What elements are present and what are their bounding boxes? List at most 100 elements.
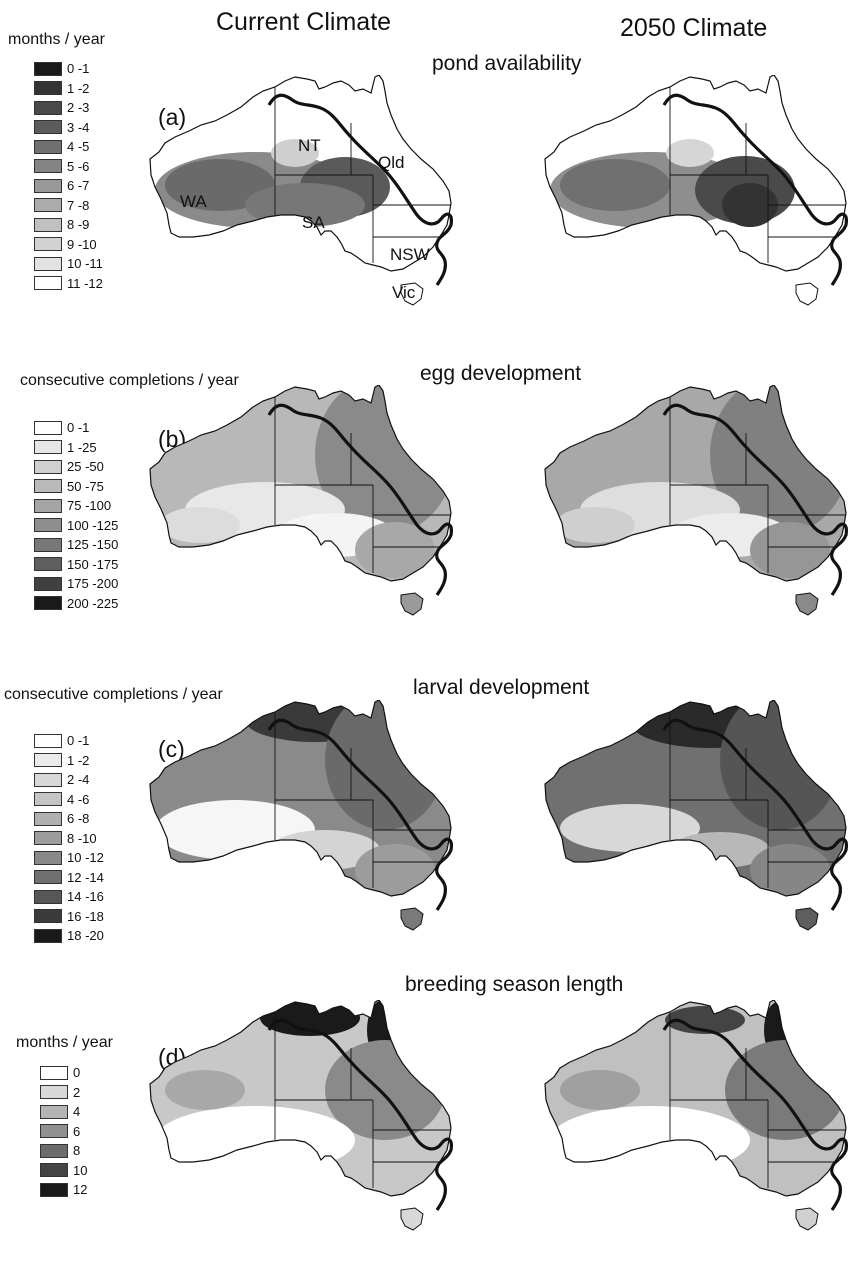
legend-label: 10 -11: [67, 256, 103, 272]
legend-swatch: [34, 889, 62, 904]
legend-c: 0 -1 1 -2 2 -4 4 -6 6 -8 8 -10 10 -12 12 -14 14 …: [34, 731, 104, 946]
legend-row: 10: [40, 1161, 87, 1181]
legend-row: 2 -3: [34, 98, 103, 118]
legend-swatch: [34, 811, 62, 826]
map-a-current: [149, 75, 453, 306]
region-label-nsw: NSW: [390, 245, 430, 264]
legend-label: 5 -6: [67, 158, 90, 174]
legend-label: 9 -10: [67, 236, 97, 252]
legend-label: 4 -5: [67, 139, 90, 155]
legend-row: 125 -150: [34, 535, 118, 555]
legend-swatch: [34, 198, 62, 213]
legend-swatch: [34, 81, 62, 96]
region-label-vic: Vic: [392, 283, 416, 302]
legend-label: 0 -1: [67, 733, 90, 749]
legend-row: 6 -8: [34, 809, 104, 829]
panel-title-c: larval development: [413, 676, 590, 699]
map-b-future: [544, 385, 848, 616]
legend-row: 0 -1: [34, 59, 103, 79]
legend-swatch: [34, 792, 62, 807]
legend-row: 1 -2: [34, 79, 103, 99]
legend-swatch: [34, 420, 62, 435]
legend-label: 200 -225: [67, 595, 119, 611]
legend-row: 200 -225: [34, 594, 118, 614]
legend-label: 7 -8: [67, 197, 90, 213]
legend-label: 0 -1: [67, 61, 90, 77]
legend-label: 1 -25: [67, 439, 97, 455]
legend-swatch: [34, 139, 62, 154]
panel-title-b: egg development: [420, 362, 582, 385]
legend-label: 3 -4: [67, 119, 90, 135]
legend-row: 9 -10: [34, 235, 103, 255]
legend-row: 6 -7: [34, 176, 103, 196]
legend-label: 1 -2: [67, 80, 90, 96]
legend-row: 25 -50: [34, 457, 118, 477]
legend-row: 175 -200: [34, 574, 118, 594]
region-label-wa: WA: [180, 192, 207, 211]
legend-row: 8: [40, 1141, 87, 1161]
legend-row: 0: [40, 1063, 87, 1083]
legend-row: 4 -6: [34, 790, 104, 810]
map-c-future: [544, 700, 848, 931]
legend-title-d: months / year: [16, 1034, 113, 1051]
legend-label: 100 -125: [67, 517, 119, 533]
legend-label: 14 -16: [67, 889, 104, 905]
legend-label: 125 -150: [67, 537, 119, 553]
legend-row: 1 -2: [34, 751, 104, 771]
legend-row: 3 -4: [34, 118, 103, 138]
legend-label: 4 -6: [67, 791, 90, 807]
legend-a: 0 -1 1 -2 2 -3 3 -4 4 -5 5 -6 6 -7 7 -8 8 -9 9 -1…: [34, 59, 103, 293]
legend-label: 175 -200: [67, 576, 119, 592]
legend-swatch: [34, 518, 62, 533]
panel-label-a: (a): [158, 104, 187, 130]
legend-row: 150 -175: [34, 555, 118, 575]
legend-row: 0 -1: [34, 731, 104, 751]
legend-label: 16 -18: [67, 908, 104, 924]
legend-row: 100 -125: [34, 516, 118, 536]
legend-row: 12: [40, 1180, 87, 1200]
legend-label: 6 -7: [67, 178, 90, 194]
legend-row: 11 -12: [34, 274, 103, 294]
legend-label: 2 -3: [67, 100, 90, 116]
legend-swatch: [34, 159, 62, 174]
region-label-nt: NT: [298, 136, 321, 155]
legend-label: 10: [73, 1162, 88, 1178]
legend-swatch: [34, 100, 62, 115]
legend-row: 5 -6: [34, 157, 103, 177]
legend-title-a: months / year: [8, 31, 105, 48]
legend-b: 0 -1 1 -25 25 -50 50 -75 75 -100 100 -125 125 …: [34, 418, 118, 613]
shade-region: [271, 139, 319, 167]
legend-swatch: [34, 256, 62, 271]
legend-label: 12: [73, 1182, 88, 1198]
legend-row: 18 -20: [34, 926, 104, 946]
legend-swatch: [34, 498, 62, 513]
legend-swatch: [34, 772, 62, 787]
legend-label: 8: [73, 1143, 81, 1159]
legend-label: 1 -2: [67, 752, 90, 768]
legend-row: 16 -18: [34, 907, 104, 927]
legend-row: 10 -12: [34, 848, 104, 868]
legend-label: 8 -10: [67, 830, 97, 846]
legend-swatch: [34, 217, 62, 232]
legend-label: 12 -14: [67, 869, 104, 885]
legend-swatch: [34, 831, 62, 846]
legend-swatch: [40, 1124, 68, 1139]
region-label-sa: SA: [302, 213, 325, 232]
legend-label: 2: [73, 1084, 81, 1100]
legend-label: 25 -50: [67, 459, 104, 475]
legend-label: 6: [73, 1123, 81, 1139]
map-b-current: [149, 385, 453, 616]
legend-swatch: [40, 1104, 68, 1119]
legend-row: 4: [40, 1102, 87, 1122]
legend-label: 2 -4: [67, 772, 90, 788]
legend-label: 4: [73, 1104, 81, 1120]
shade-region: [165, 159, 275, 211]
legend-swatch: [34, 276, 62, 291]
legend-label: 150 -175: [67, 556, 119, 572]
legend-label: 10 -12: [67, 850, 104, 866]
legend-row: 0 -1: [34, 418, 118, 438]
panel-label-c: (c): [158, 736, 185, 762]
legend-label: 75 -100: [67, 498, 112, 514]
legend-swatch: [40, 1065, 68, 1080]
legend-row: 2: [40, 1083, 87, 1103]
